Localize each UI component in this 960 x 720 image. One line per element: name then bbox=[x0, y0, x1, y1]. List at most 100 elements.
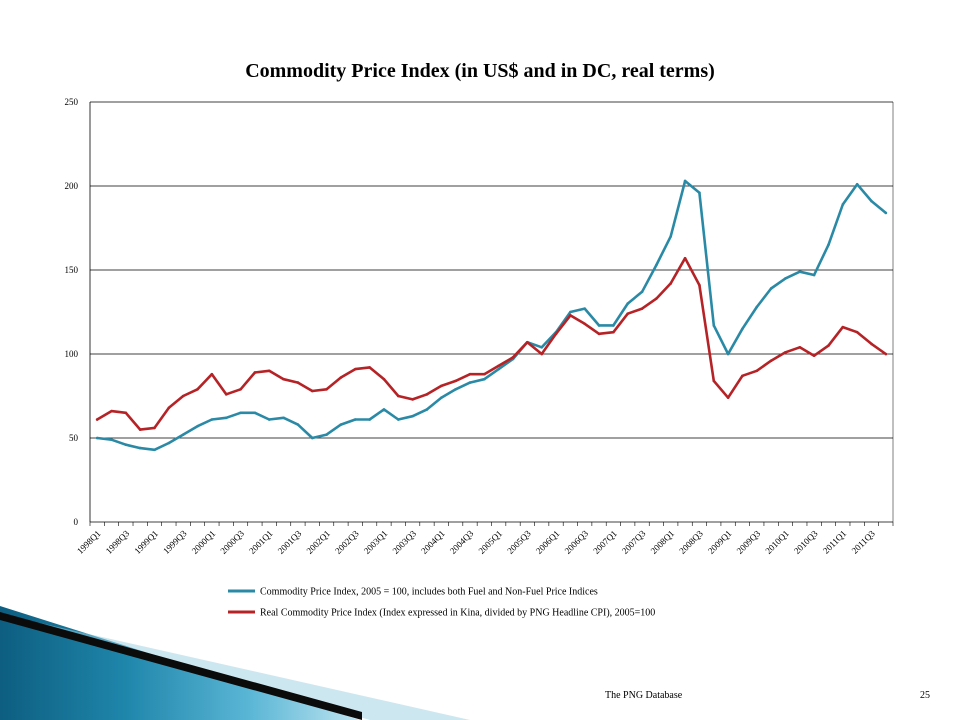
data-point bbox=[626, 312, 630, 315]
legend-label: Commodity Price Index, 2005 = 100, inclu… bbox=[260, 587, 598, 598]
data-point bbox=[310, 389, 314, 393]
data-point bbox=[110, 409, 113, 413]
series-lines bbox=[95, 179, 888, 452]
data-point bbox=[296, 423, 300, 426]
data-point bbox=[884, 211, 888, 215]
x-tick-label: 2005Q1 bbox=[477, 528, 505, 556]
data-point bbox=[870, 342, 873, 346]
data-point bbox=[683, 256, 687, 260]
x-tick-label: 2009Q3 bbox=[735, 528, 763, 556]
data-point bbox=[153, 448, 156, 452]
data-point bbox=[210, 418, 214, 421]
data-point bbox=[353, 367, 357, 371]
data-point bbox=[339, 423, 343, 426]
data-point bbox=[798, 345, 802, 349]
x-tick-label: 2004Q1 bbox=[419, 528, 447, 556]
data-point bbox=[769, 287, 773, 290]
data-point bbox=[167, 441, 171, 445]
x-tick-label: 1999Q3 bbox=[161, 528, 189, 556]
y-tick-label: 250 bbox=[65, 97, 79, 107]
data-point bbox=[612, 324, 615, 327]
data-point bbox=[841, 325, 845, 329]
x-tick-label: 2003Q1 bbox=[362, 528, 390, 556]
data-point bbox=[784, 277, 787, 280]
data-point bbox=[425, 393, 429, 396]
data-point bbox=[325, 433, 328, 436]
data-point bbox=[110, 438, 113, 441]
data-point bbox=[95, 436, 99, 440]
data-point bbox=[396, 418, 400, 421]
data-point bbox=[655, 297, 658, 300]
data-point bbox=[569, 310, 572, 314]
data-point bbox=[124, 411, 128, 415]
data-point bbox=[712, 379, 716, 383]
data-point bbox=[583, 307, 587, 310]
x-tick-label: 1998Q3 bbox=[104, 528, 132, 556]
x-tick-label: 2000Q3 bbox=[218, 528, 246, 556]
legend-label: Real Commodity Price Index (Index expres… bbox=[260, 608, 655, 619]
data-point bbox=[425, 408, 429, 411]
data-point bbox=[253, 371, 257, 374]
data-point bbox=[741, 374, 744, 378]
series-line-1 bbox=[95, 179, 888, 452]
data-point bbox=[812, 273, 816, 277]
x-tick-label: 2008Q3 bbox=[677, 528, 705, 556]
data-point bbox=[554, 332, 558, 336]
data-point bbox=[698, 283, 701, 287]
data-point bbox=[669, 235, 673, 238]
data-point bbox=[411, 414, 414, 418]
y-axis-ticks: 0 50 100 150 200 250 bbox=[65, 97, 79, 527]
data-point bbox=[138, 446, 142, 450]
data-point bbox=[540, 345, 543, 349]
y-tick-label: 100 bbox=[65, 349, 79, 359]
data-point bbox=[282, 416, 285, 420]
data-point bbox=[368, 366, 371, 369]
x-tick-label: 2010Q1 bbox=[763, 528, 791, 556]
x-tick-label: 2005Q3 bbox=[505, 528, 533, 556]
data-point bbox=[181, 394, 185, 398]
y-tick-label: 0 bbox=[74, 517, 79, 527]
data-point bbox=[497, 367, 500, 371]
x-tick-label: 2011Q1 bbox=[821, 528, 848, 555]
data-point bbox=[569, 314, 572, 317]
x-tick-label: 2002Q3 bbox=[333, 528, 361, 556]
x-tick-label: 2008Q1 bbox=[649, 528, 677, 556]
data-point bbox=[382, 377, 386, 381]
data-point bbox=[382, 408, 386, 411]
decorative-corner-graphic bbox=[0, 606, 470, 720]
x-tick-label: 2011Q3 bbox=[850, 528, 878, 556]
footer-source: The PNG Database bbox=[605, 690, 683, 701]
data-point bbox=[181, 433, 185, 436]
data-point bbox=[583, 322, 587, 326]
x-tick-label: 2010Q3 bbox=[792, 528, 820, 556]
x-tick-label: 2003Q3 bbox=[390, 528, 418, 556]
data-point bbox=[640, 290, 644, 294]
data-point bbox=[712, 324, 716, 327]
data-point bbox=[597, 324, 601, 327]
data-point bbox=[755, 305, 759, 309]
x-tick-label: 2007Q3 bbox=[620, 528, 648, 556]
data-point bbox=[726, 396, 730, 399]
legend: Commodity Price Index, 2005 = 100, inclu… bbox=[228, 587, 655, 619]
data-point bbox=[296, 381, 300, 384]
data-point bbox=[884, 352, 888, 356]
data-point bbox=[468, 372, 472, 376]
gridlines bbox=[89, 101, 894, 523]
data-point bbox=[124, 443, 128, 447]
page-number: 25 bbox=[920, 690, 930, 701]
data-point bbox=[640, 307, 644, 310]
data-point bbox=[196, 387, 199, 391]
x-tick-label: 2007Q1 bbox=[591, 528, 619, 556]
data-point bbox=[153, 426, 156, 430]
data-point bbox=[440, 396, 443, 399]
series-line-2 bbox=[95, 256, 888, 431]
data-point bbox=[282, 377, 285, 381]
data-point bbox=[855, 183, 859, 186]
data-point bbox=[669, 282, 673, 285]
data-point bbox=[224, 393, 228, 396]
data-point bbox=[267, 418, 271, 421]
data-point bbox=[310, 436, 314, 440]
x-axis-ticks: 1998Q1 1998Q3 1999Q1 1999Q3 2000Q1 2000Q3 2001… bbox=[75, 522, 894, 556]
